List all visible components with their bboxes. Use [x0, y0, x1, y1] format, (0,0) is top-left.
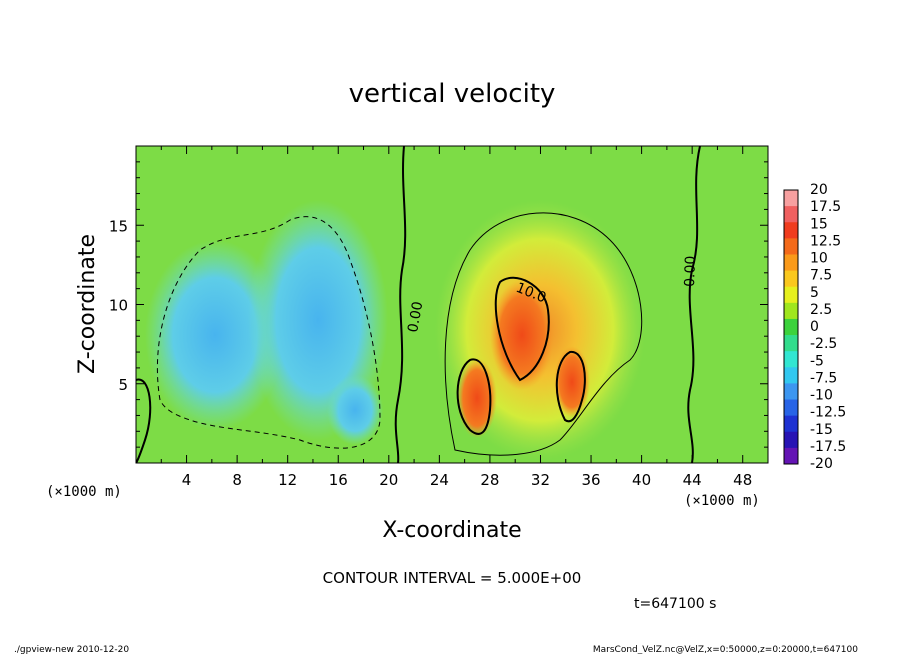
x-tick-label: 16	[329, 471, 348, 489]
footer-left: ./gpview-new 2010-12-20	[14, 645, 129, 654]
contour-zero-left	[394, 146, 407, 463]
y-axis-label: Z-coordinate	[75, 234, 100, 374]
footer-right: MarsCond_VelZ.nc@VelZ,x=0:50000,z=0:2000…	[593, 645, 858, 654]
colorbar-swatch	[784, 367, 798, 384]
colorbar-label: -7.5	[810, 370, 837, 386]
colorbar-label: -20	[810, 456, 833, 472]
colorbar-swatch	[784, 190, 798, 207]
colorbar-label: -15	[810, 422, 833, 438]
colorbar-label: 12.5	[810, 233, 841, 249]
colorbar-swatch	[784, 415, 798, 433]
colorbar-label: -2.5	[810, 336, 837, 352]
colorbar-swatch	[784, 399, 798, 417]
x-tick-label: 36	[581, 471, 600, 489]
x-tick-label: 8	[232, 471, 242, 489]
colorbar-swatch	[784, 270, 798, 288]
colorbar-swatch	[784, 286, 798, 304]
plot-area	[136, 146, 768, 463]
colorbar-label: -5	[810, 353, 824, 369]
contour-label-zero-right: 0.00	[682, 255, 699, 287]
colorbar-label: 0	[810, 319, 819, 335]
y-tick-label: 5	[118, 376, 128, 394]
downdraft-core-bottom	[327, 375, 383, 445]
x-unit-right: (×1000 m)	[684, 493, 760, 509]
chart-title: vertical velocity	[349, 79, 556, 109]
x-tick-label: 48	[733, 471, 752, 489]
colorbar-label: 20	[810, 182, 828, 198]
colorbar-swatch	[784, 447, 798, 465]
contour-left-edge	[136, 378, 152, 463]
contour-five	[444, 212, 643, 456]
x-tick-label: 12	[278, 471, 297, 489]
colorbar-label: 7.5	[810, 268, 832, 284]
colorbar-swatch	[784, 302, 798, 320]
x-axis-label: X-coordinate	[382, 518, 521, 543]
y-axis: 5 10 15	[109, 145, 768, 464]
contour-label-zero-left: 0.00	[405, 300, 426, 333]
contour-ten-b	[494, 276, 550, 382]
colorbar-label: -17.5	[810, 439, 846, 455]
x-unit-left: (×1000 m)	[46, 484, 122, 500]
colorbar-label: 17.5	[810, 199, 841, 215]
colorbar-label: -12.5	[810, 405, 846, 421]
colorbar-label: 2.5	[810, 302, 832, 318]
contour-ten-c	[555, 350, 586, 423]
colorbar-swatch	[784, 254, 798, 272]
contour-negative	[156, 216, 381, 449]
x-tick-label: 32	[531, 471, 550, 489]
colorbar-frame	[783, 189, 799, 465]
colorbar-label: -10	[810, 388, 833, 404]
y-tick-label: 10	[109, 297, 128, 315]
colorbar-label: 10	[810, 251, 828, 267]
colorbar-swatch	[784, 335, 798, 352]
colorbar-swatch	[784, 222, 798, 239]
time-label: t=647100 s	[634, 596, 716, 612]
x-tick-label: 28	[480, 471, 499, 489]
x-tick-label: 4	[182, 471, 192, 489]
colorbar-label: 15	[810, 216, 828, 232]
contour-zero-right	[687, 146, 701, 463]
contour-ten-a	[456, 358, 492, 435]
colorbar-swatch	[784, 383, 798, 401]
contour-interval: CONTOUR INTERVAL = 5.000E+00	[323, 569, 582, 587]
y-tick-label: 15	[109, 217, 128, 235]
x-tick-label: 44	[683, 471, 702, 489]
x-tick-label: 40	[632, 471, 651, 489]
x-tick-label: 24	[430, 471, 449, 489]
x-tick-label: 20	[379, 471, 398, 489]
colorbar-swatch	[784, 206, 798, 223]
colorbar-swatch	[784, 351, 798, 368]
colorbar-swatch	[784, 318, 798, 336]
x-axis: 4 8 12 16 20 24 28 32 36 40 44 48	[135, 146, 769, 489]
colorbar-swatch	[784, 431, 798, 449]
downdraft-region-left	[145, 240, 285, 430]
colorbar-swatch	[784, 238, 798, 255]
colorbar-label: 5	[810, 285, 819, 301]
